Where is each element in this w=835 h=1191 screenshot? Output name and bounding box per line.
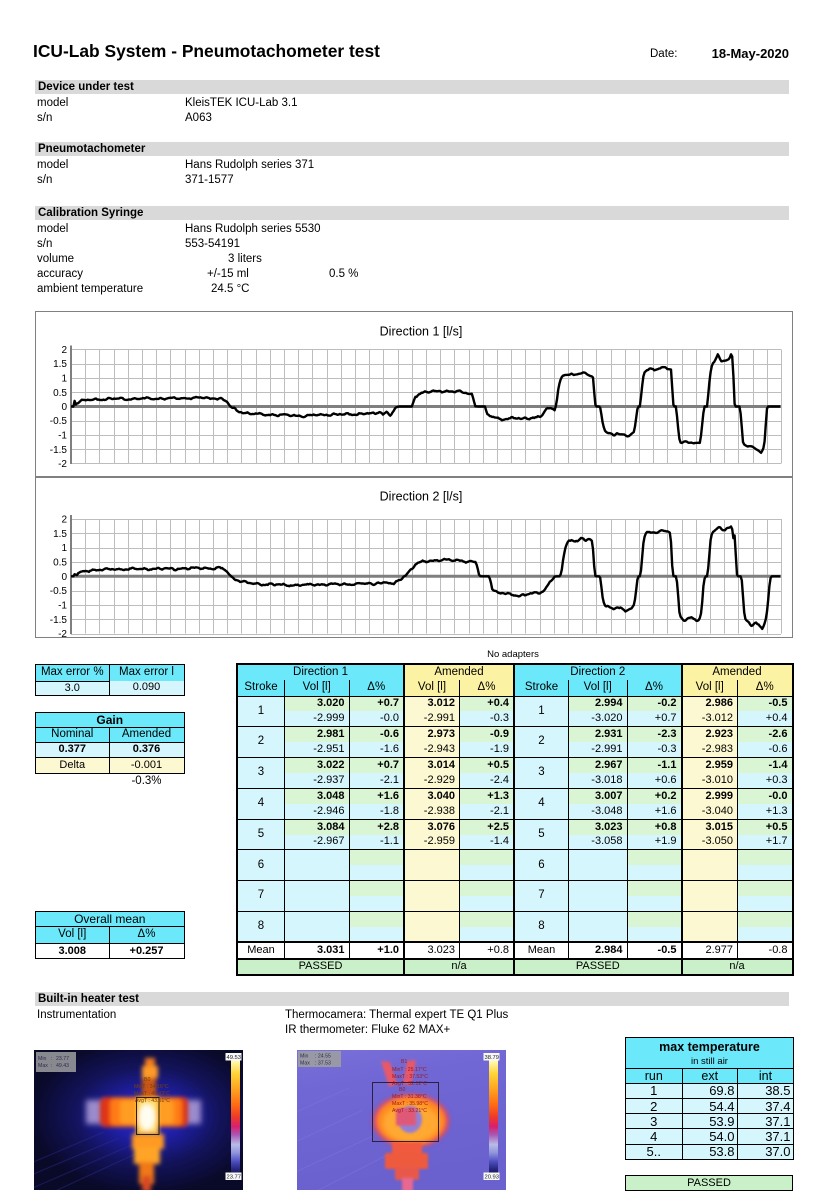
svg-text:49.43: 49.43	[56, 1063, 69, 1069]
svg-text:MinT : 34.16°C: MinT : 34.16°C	[134, 1084, 169, 1090]
svg-text:Min: Min	[38, 1056, 46, 1062]
svg-text:-0.5: -0.5	[50, 586, 68, 597]
svg-text:AvgT : 43.51°C: AvgT : 43.51°C	[135, 1098, 170, 1104]
svg-text:Direction 2 [l/s]: Direction 2 [l/s]	[380, 490, 463, 504]
svg-text:0: 0	[61, 402, 67, 413]
svg-text:: 24.55: : 24.55	[315, 1054, 331, 1060]
svg-text:MaxT : 49.43°C: MaxT : 49.43°C	[134, 1091, 170, 1097]
svg-text:AvgT : 33.21°C: AvgT : 33.21°C	[392, 1108, 427, 1114]
svg-text:1: 1	[61, 543, 67, 554]
svg-text:-1.5: -1.5	[50, 615, 68, 626]
svg-text:MinT : 31.38°C: MinT : 31.38°C	[392, 1094, 427, 1100]
svg-text:1.5: 1.5	[53, 359, 67, 370]
svg-text:0.5: 0.5	[53, 388, 67, 399]
svg-text:-1.5: -1.5	[50, 445, 68, 456]
svg-text:: 37.53: : 37.53	[315, 1061, 331, 1067]
svg-text:Max: Max	[38, 1063, 48, 1069]
svg-text:1: 1	[61, 374, 67, 385]
svg-text:B1: B1	[401, 1059, 407, 1065]
svg-text:-0.5: -0.5	[50, 416, 68, 427]
svg-text:23.77: 23.77	[227, 1175, 242, 1181]
svg-text:B0: B0	[399, 1087, 405, 1093]
svg-text:20.93: 20.93	[485, 1175, 500, 1181]
svg-text:2: 2	[61, 345, 67, 356]
svg-text:Min: Min	[300, 1054, 308, 1060]
svg-text:2: 2	[61, 515, 67, 526]
svg-text:B0: B0	[144, 1077, 150, 1083]
svg-text:0.5: 0.5	[53, 558, 67, 569]
svg-text:23.77: 23.77	[56, 1056, 69, 1062]
svg-text:0: 0	[61, 572, 67, 583]
svg-text:Max: Max	[300, 1061, 310, 1067]
svg-text:Direction 1 [l/s]: Direction 1 [l/s]	[380, 325, 463, 339]
svg-text:38.79: 38.79	[485, 1055, 500, 1061]
svg-text:-1: -1	[58, 431, 67, 442]
svg-text::: :	[51, 1063, 52, 1069]
svg-text:MaxT : 35.98°C: MaxT : 35.98°C	[392, 1101, 428, 1107]
svg-text:MinT : 25.17°C: MinT : 25.17°C	[392, 1067, 427, 1073]
svg-text:MaxT : 37.53°C: MaxT : 37.53°C	[392, 1074, 428, 1080]
svg-text:1.5: 1.5	[53, 529, 67, 540]
svg-text:-1: -1	[58, 601, 67, 612]
svg-text:49.53: 49.53	[227, 1055, 242, 1061]
svg-text:-2: -2	[58, 459, 67, 470]
svg-text::: :	[51, 1056, 52, 1062]
svg-text:-2: -2	[58, 629, 67, 638]
svg-text:AvgT : 32.12°C: AvgT : 32.12°C	[392, 1081, 427, 1087]
